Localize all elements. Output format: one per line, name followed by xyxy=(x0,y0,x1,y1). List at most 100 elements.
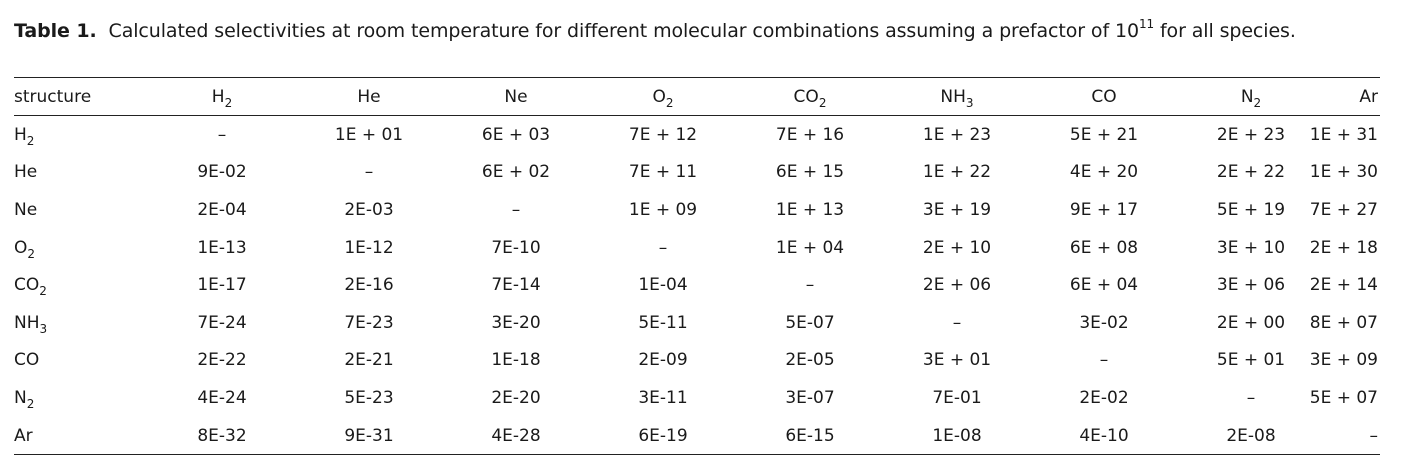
species-name: CO xyxy=(793,86,819,107)
table-body: H2 – 1E + 01 6E + 03 7E + 12 7E + 16 1E + 23 5E… xyxy=(14,116,1380,456)
table-cell: 3E-20 xyxy=(491,312,541,333)
table-cell: 2E-02 xyxy=(1079,387,1129,408)
table-cell: 4E-28 xyxy=(424,416,608,456)
table-cell: – xyxy=(1306,416,1380,456)
table-cell: 5E + 19 xyxy=(1216,199,1286,220)
species-subscript: 2 xyxy=(224,95,233,110)
column-header: N2 xyxy=(1196,77,1306,116)
table-cell: 7E + 27 xyxy=(1309,199,1378,220)
column-header: O2 xyxy=(608,77,718,116)
table-caption-label: Table 1. xyxy=(14,20,97,42)
table-cell: 3E-11 xyxy=(638,387,688,408)
species-name: He xyxy=(14,162,38,183)
table-cell: 3E-02 xyxy=(1079,312,1129,333)
table-cell: 5E + 07 xyxy=(1309,387,1378,408)
row-header: CO xyxy=(14,342,130,380)
table-cell: 7E-10 xyxy=(491,237,541,258)
table-cell: 1E + 04 xyxy=(775,237,845,258)
table-cell: 3E + 10 xyxy=(1216,237,1286,258)
table-cell: 7E-01 xyxy=(932,387,982,408)
species-name: O xyxy=(14,237,28,258)
row-header: Ar xyxy=(14,416,130,456)
table-cell: 5E + 01 xyxy=(1216,350,1286,371)
species-name: CO xyxy=(1091,86,1117,107)
table-caption-text-end: for all species. xyxy=(1154,20,1296,42)
table-cell: 7E-23 xyxy=(344,312,394,333)
table-cell: – xyxy=(1099,350,1109,371)
species-subscript: 2 xyxy=(1253,95,1262,110)
table-row: He 9E-02 – 6E + 02 7E + 11 6E + 15 1E + 22 4E +… xyxy=(14,154,1380,192)
table-cell: – xyxy=(364,162,374,183)
table-cell: – xyxy=(658,237,668,258)
table-cell: 1E-17 xyxy=(197,275,247,296)
table-cell: 1E + 30 xyxy=(1309,162,1378,183)
table-cell: 1E + 01 xyxy=(334,124,404,145)
column-header-structure: structure xyxy=(14,77,130,116)
table-cell: 2E + 22 xyxy=(1216,162,1286,183)
column-header: He xyxy=(314,77,424,116)
row-header: He xyxy=(14,154,130,192)
table-cell: 2E-04 xyxy=(197,199,247,220)
table-cell: 6E + 03 xyxy=(481,124,551,145)
table-cell: – xyxy=(511,199,521,220)
table-cell: 6E + 08 xyxy=(1069,237,1139,258)
table-cell: 6E + 02 xyxy=(481,162,551,183)
table-row: O2 1E-13 1E-12 7E-10 – 1E + 04 2E + 10 6E + 08 3… xyxy=(14,229,1380,267)
table-cell: – xyxy=(217,124,227,145)
table-cell: 6E-15 xyxy=(718,416,902,456)
table-cell: 6E-19 xyxy=(608,416,718,456)
table-cell: 8E-32 xyxy=(130,416,314,456)
species-name: Ar xyxy=(14,425,33,446)
species-name: Ne xyxy=(504,86,528,107)
table-row: CO2 1E-17 2E-16 7E-14 1E-04 – 2E + 06 6E + 04 3E… xyxy=(14,266,1380,304)
table-cell: 7E + 16 xyxy=(775,124,845,145)
column-header: Ar xyxy=(1306,77,1380,116)
table-cell: 2E-03 xyxy=(344,199,394,220)
species-subscript: 2 xyxy=(26,133,35,148)
table-cell: 2E + 00 xyxy=(1216,312,1286,333)
species-name: N xyxy=(14,387,27,408)
species-name: CO xyxy=(14,350,40,371)
table-cell: 1E-08 xyxy=(902,416,1012,456)
species-subscript: 3 xyxy=(965,95,974,110)
row-header: H2 xyxy=(14,116,130,154)
column-header: H2 xyxy=(130,77,314,116)
table-cell: 9E-31 xyxy=(314,416,424,456)
table-cell: 9E + 17 xyxy=(1069,199,1139,220)
table-cell: 3E + 09 xyxy=(1309,350,1378,371)
table-cell: 3E-07 xyxy=(785,387,835,408)
table-cell: 2E-22 xyxy=(197,350,247,371)
table-cell: 4E + 20 xyxy=(1069,162,1139,183)
species-name: Ne xyxy=(14,199,38,220)
table-cell: 1E-04 xyxy=(638,275,688,296)
table-cell: 2E-09 xyxy=(638,350,688,371)
table-cell: 3E + 01 xyxy=(922,350,992,371)
table-cell: 1E + 23 xyxy=(922,124,992,145)
table-cell: 3E + 19 xyxy=(922,199,992,220)
species-name: Ar xyxy=(1359,86,1378,107)
table-cell: – xyxy=(952,312,962,333)
species-name: NH xyxy=(940,86,966,107)
table-header-row: structure H2 He Ne O2 CO2 NH3 CO N2 Ar xyxy=(14,77,1380,116)
column-header: Ne xyxy=(424,77,608,116)
species-subscript: 2 xyxy=(39,284,47,299)
table-cell: 2E-20 xyxy=(491,387,541,408)
table-cell: 2E + 18 xyxy=(1309,237,1378,258)
column-header: CO xyxy=(1012,77,1196,116)
table-cell: 7E-24 xyxy=(197,312,247,333)
table-cell: 1E + 22 xyxy=(922,162,992,183)
table-cell: 3E + 06 xyxy=(1216,275,1286,296)
table-cell: 5E + 21 xyxy=(1069,124,1139,145)
species-name: CO xyxy=(14,275,40,296)
selectivity-table: structure H2 He Ne O2 CO2 NH3 CO N2 Ar H… xyxy=(14,77,1380,456)
table-row: Ne 2E-04 2E-03 – 1E + 09 1E + 13 3E + 19 9E + 1… xyxy=(14,191,1380,229)
table-cell: 2E-16 xyxy=(344,275,394,296)
table-cell: 5E-07 xyxy=(785,312,835,333)
table-cell: 2E + 14 xyxy=(1309,275,1378,296)
table-cell: 9E-02 xyxy=(197,162,247,183)
table-cell: 7E + 12 xyxy=(628,124,698,145)
table-cell: 4E-24 xyxy=(197,387,247,408)
table-cell: 5E-23 xyxy=(344,387,394,408)
species-name: H xyxy=(211,86,225,107)
table-cell: 5E-11 xyxy=(638,312,688,333)
